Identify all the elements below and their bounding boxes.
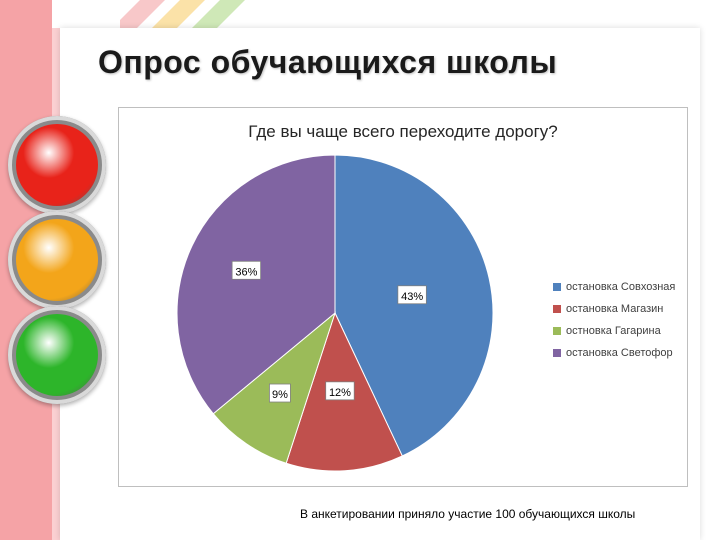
data-label-0: 43% xyxy=(397,285,427,305)
legend-item: остановка Совхозная xyxy=(553,276,675,298)
legend-swatch xyxy=(553,283,561,291)
chart-area: Где вы чаще всего переходите дорогу? 43%… xyxy=(118,107,688,487)
data-label-text: 12% xyxy=(329,387,351,399)
legend-label: остановка Светофор xyxy=(566,347,673,359)
legend-label: остановка Совхозная xyxy=(566,281,676,293)
data-label-box xyxy=(325,381,355,401)
data-label-text: 36% xyxy=(235,266,257,278)
data-label-text: 43% xyxy=(401,291,423,303)
legend-item: остановка Светофор xyxy=(553,342,675,364)
pie-chart: 43% 12% 9% 36% xyxy=(176,154,494,472)
traffic-light-green xyxy=(8,306,106,404)
data-label-box xyxy=(397,285,427,305)
data-label-box xyxy=(231,260,262,280)
legend-swatch xyxy=(553,327,561,335)
top-decor-stripes xyxy=(120,0,245,30)
legend-item: остновка Гагарина xyxy=(553,320,675,342)
data-label-text: 9% xyxy=(272,389,288,401)
legend-label: остновка Гагарина xyxy=(566,325,661,337)
data-label-box xyxy=(269,383,291,403)
page-title: Опрос обучающихся школы xyxy=(98,44,558,80)
legend-label: остановка Магазин xyxy=(566,303,664,315)
legend-swatch xyxy=(553,349,561,357)
data-label-1: 12% xyxy=(325,381,355,401)
data-label-3: 36% xyxy=(231,260,262,280)
pie-slice-0 xyxy=(334,154,494,457)
legend-swatch xyxy=(553,305,561,313)
chart-title: Где вы чаще всего переходите дорогу? xyxy=(248,122,558,141)
traffic-light-yellow xyxy=(8,211,106,309)
data-label-2: 9% xyxy=(269,383,291,403)
pie-slice-3 xyxy=(176,154,336,415)
chart-legend: остановка Совхозная остановка Магазин остн… xyxy=(553,276,675,364)
traffic-light-red xyxy=(8,116,106,214)
legend-item: остановка Магазин xyxy=(553,298,675,320)
footnote: В анкетировании приняло участие 100 обуч… xyxy=(300,507,636,521)
